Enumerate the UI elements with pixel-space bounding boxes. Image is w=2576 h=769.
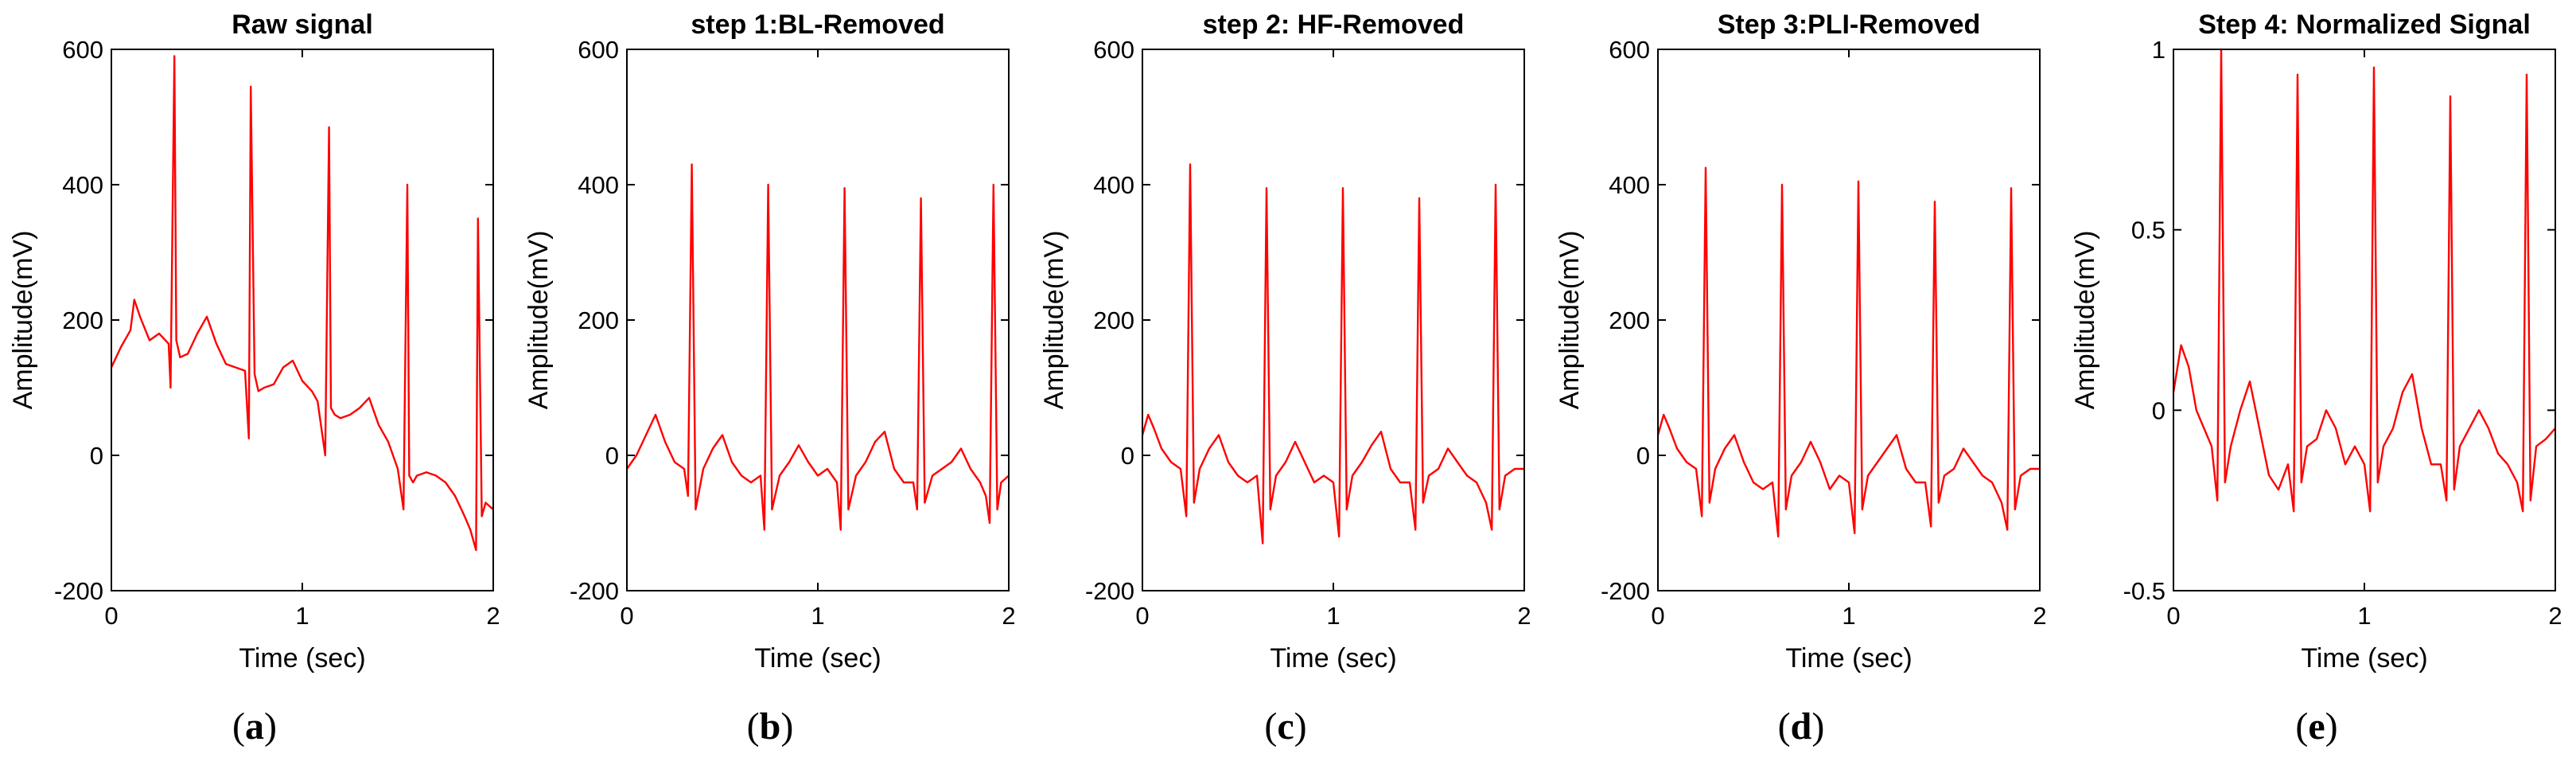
panel-letter: (d) — [1778, 705, 1825, 748]
x-tick-label: 0 — [1135, 602, 1149, 630]
y-tick-label: 0 — [1636, 442, 1650, 470]
y-tick-label: 400 — [1093, 171, 1134, 199]
y-tick-label: 200 — [1093, 306, 1134, 334]
y-tick-label: 0 — [2152, 396, 2165, 424]
y-tick-label: 400 — [62, 171, 103, 199]
signal-trace — [2172, 48, 2556, 513]
x-tick-label: 2 — [486, 602, 500, 630]
x-tick-label: 2 — [1002, 602, 1015, 630]
x-axis-label: Time (sec) — [754, 643, 881, 673]
signal-trace — [1141, 163, 1524, 545]
x-tick-label: 1 — [295, 602, 309, 630]
axes-frame — [626, 49, 1010, 591]
y-tick-label: 1 — [2152, 36, 2165, 64]
chart-title: step 1:BL-Removed — [691, 10, 944, 40]
y-tick-label: -200 — [1085, 577, 1134, 605]
x-axis-label: Time (sec) — [1785, 643, 1912, 673]
panel-letter: (a) — [232, 705, 277, 748]
y-axis-label: Amplitude(mV) — [523, 231, 554, 410]
y-tick-label: 200 — [62, 306, 103, 334]
y-tick-label: 0 — [1121, 442, 1134, 470]
y-tick-label: -200 — [1601, 577, 1650, 605]
axes-frame — [2173, 49, 2556, 591]
signal-trace — [626, 163, 1010, 531]
y-tick-label: 600 — [578, 36, 619, 64]
y-tick-label: 0 — [605, 442, 619, 470]
signal-trace — [110, 55, 494, 552]
y-axis-label: Amplitude(mV) — [2070, 231, 2100, 410]
x-tick-label: 0 — [104, 602, 118, 630]
x-tick-label: 2 — [1517, 602, 1531, 630]
x-axis-label: Time (sec) — [239, 643, 365, 673]
chart-title: Step 3:PLI-Removed — [1718, 10, 1981, 40]
x-tick-label: 0 — [1651, 602, 1664, 630]
y-tick-label: 0 — [90, 442, 103, 470]
y-tick-label: 600 — [62, 36, 103, 64]
y-tick-label: 400 — [1609, 171, 1650, 199]
chart-title: Step 4: Normalized Signal — [2198, 10, 2531, 40]
x-tick-label: 1 — [2357, 602, 2371, 630]
x-tick-label: 1 — [1326, 602, 1340, 630]
x-tick-label: 0 — [620, 602, 633, 630]
y-tick-label: 0.5 — [2131, 217, 2165, 244]
y-tick-label: -0.5 — [2123, 577, 2165, 605]
x-tick-label: 0 — [2166, 602, 2180, 630]
y-tick-label: -200 — [570, 577, 619, 605]
y-tick-label: 600 — [1093, 36, 1134, 64]
y-tick-label: 600 — [1609, 36, 1650, 64]
panel-e: Step 4: Normalized Signal-0.500.510 1 2Tim… — [2070, 10, 2562, 748]
x-tick-label: 1 — [1842, 602, 1855, 630]
panel-letter: (c) — [1264, 705, 1306, 748]
y-tick-label: 200 — [1609, 306, 1650, 334]
panel-letter: (b) — [747, 705, 794, 748]
panel-letter: (e) — [2295, 705, 2337, 748]
axes-frame — [111, 49, 494, 591]
y-tick-label: -200 — [54, 577, 103, 605]
axes-frame — [1142, 49, 1525, 591]
x-tick-label: 2 — [2548, 602, 2562, 630]
y-axis-label: Amplitude(mV) — [8, 231, 38, 410]
x-tick-label: 1 — [811, 602, 824, 630]
x-axis-label: Time (sec) — [1270, 643, 1396, 673]
x-axis-label: Time (sec) — [2301, 643, 2427, 673]
y-tick-label: 400 — [578, 171, 619, 199]
chart-title: step 2: HF-Removed — [1203, 10, 1465, 40]
x-tick-label: 2 — [2033, 602, 2046, 630]
y-axis-label: Amplitude(mV) — [1039, 231, 1069, 410]
axes-frame — [1657, 49, 2041, 591]
y-tick-label: 200 — [578, 306, 619, 334]
y-axis-label: Amplitude(mV) — [1555, 231, 1585, 410]
signal-trace — [1656, 166, 2040, 538]
chart-title: Raw signal — [232, 10, 373, 40]
